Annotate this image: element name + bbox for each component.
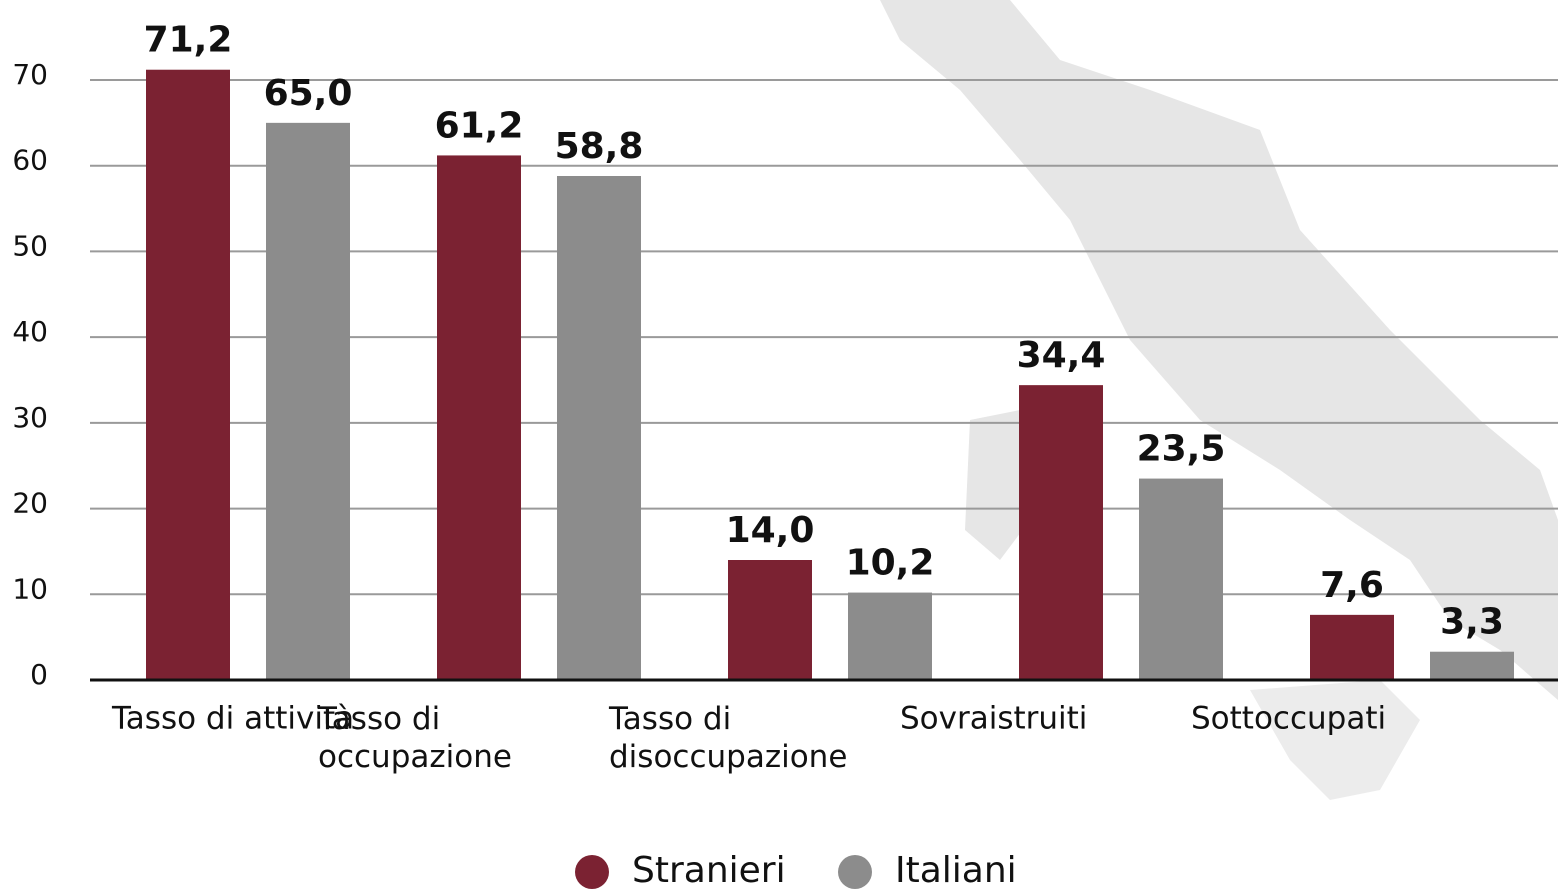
- y-tick-label: 0: [30, 658, 48, 691]
- y-tick-label: 10: [12, 572, 48, 605]
- value-label: 14,0: [726, 510, 815, 551]
- bar: [1139, 478, 1223, 680]
- value-label: 3,3: [1440, 602, 1504, 643]
- bar: [728, 560, 812, 680]
- value-label: 34,4: [1017, 335, 1106, 376]
- value-label: 71,2: [144, 20, 233, 61]
- bar: [146, 69, 230, 680]
- value-label: 61,2: [435, 105, 524, 146]
- value-label: 58,8: [555, 126, 644, 167]
- x-tick-label: Tasso di disoccupazione: [608, 701, 847, 775]
- legend-swatch: [575, 855, 609, 889]
- map-background: [880, 0, 1558, 700]
- map-island: [965, 410, 1030, 560]
- legend-swatch: [838, 855, 872, 889]
- y-tick-label: 40: [12, 315, 48, 348]
- y-tick-label: 60: [12, 144, 48, 177]
- value-label: 23,5: [1137, 429, 1226, 470]
- x-tick-label: Tasso di occupazione: [317, 701, 512, 775]
- bar: [1310, 614, 1394, 680]
- x-tick-label: Sovraistruiti: [900, 701, 1087, 737]
- bar: [848, 592, 932, 680]
- bar: [1019, 385, 1103, 680]
- x-tick-label: Tasso di attività: [111, 701, 354, 737]
- legend-label: Italiani: [895, 850, 1017, 891]
- value-label: 10,2: [846, 543, 935, 584]
- map-island: [1250, 680, 1420, 800]
- y-tick-label: 30: [12, 401, 48, 434]
- x-tick-label: Sottoccupati: [1191, 701, 1386, 737]
- value-label: 7,6: [1320, 565, 1384, 606]
- bar: [266, 122, 350, 681]
- value-label: 65,0: [264, 73, 353, 114]
- bar: [557, 176, 641, 680]
- bar: [1430, 651, 1514, 680]
- y-tick-label: 20: [12, 487, 48, 520]
- y-tick-label: 70: [12, 58, 48, 91]
- y-tick-label: 50: [12, 229, 48, 262]
- legend-label: Stranieri: [632, 850, 786, 891]
- bar: [437, 155, 521, 680]
